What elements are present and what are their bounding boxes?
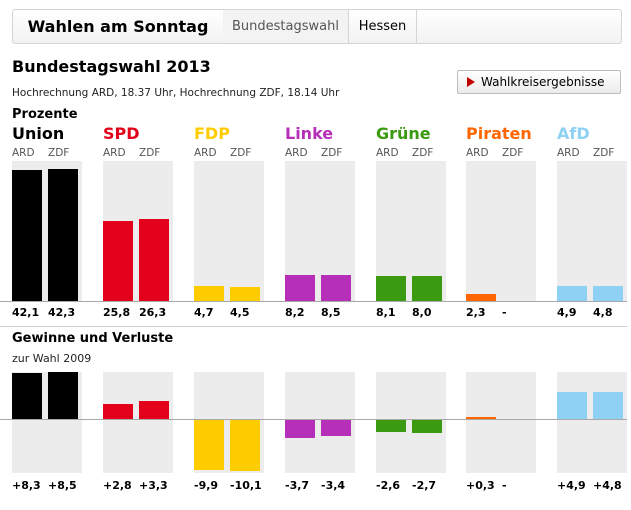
widget-title: Wahlen am Sonntag xyxy=(13,10,224,43)
delta-value-union-zdf: +8,5 xyxy=(48,479,77,492)
section-prozente-label: Prozente xyxy=(12,107,78,122)
source-label-ard: ARD xyxy=(12,147,35,159)
value-label-spd-zdf: 26,3 xyxy=(139,306,167,319)
tab-hessen[interactable]: Hessen xyxy=(349,10,417,43)
delta-value-piraten-zdf: - xyxy=(502,479,507,492)
delta-value-fdp-zdf: -10,1 xyxy=(230,479,262,492)
value-label-gruene-zdf: 8,0 xyxy=(412,306,432,319)
delta-bar-spd-zdf xyxy=(139,401,169,419)
column-background xyxy=(194,161,264,301)
delta-bar-union-zdf xyxy=(48,372,78,419)
section-divider xyxy=(0,326,627,327)
source-label-ard: ARD xyxy=(285,147,308,159)
delta-value-linke-ard: -3,7 xyxy=(285,479,310,492)
value-label-linke-ard: 8,2 xyxy=(285,306,305,319)
bar-piraten-ard xyxy=(466,294,496,301)
party-name-gruene: Grüne xyxy=(376,124,431,143)
value-label-gruene-ard: 8,1 xyxy=(376,306,396,319)
bar-linke-ard xyxy=(285,275,315,301)
zero-axis xyxy=(0,419,627,420)
party-name-fdp: FDP xyxy=(194,124,230,143)
party-name-piraten: Piraten xyxy=(466,124,532,143)
delta-value-piraten-ard: +0,3 xyxy=(466,479,495,492)
wahlkreisergebnisse-label: Wahlkreisergebnisse xyxy=(481,75,605,89)
value-label-piraten-zdf: - xyxy=(502,306,507,319)
source-label-zdf: ZDF xyxy=(321,147,343,159)
delta-bar-afd-zdf xyxy=(593,392,623,419)
value-label-union-ard: 42,1 xyxy=(12,306,40,319)
delta-value-gruene-ard: -2,6 xyxy=(376,479,401,492)
wahlkreisergebnisse-button[interactable]: Wahlkreisergebnisse xyxy=(457,70,621,94)
source-label-ard: ARD xyxy=(466,147,489,159)
column-background xyxy=(103,372,173,473)
source-label-ard: ARD xyxy=(376,147,399,159)
party-name-linke: Linke xyxy=(285,124,334,143)
source-label-zdf: ZDF xyxy=(230,147,252,159)
bar-union-zdf xyxy=(48,169,78,301)
source-label-zdf: ZDF xyxy=(48,147,70,159)
delta-value-fdp-ard: -9,9 xyxy=(194,479,219,492)
bar-afd-ard xyxy=(557,286,587,301)
baseline-axis xyxy=(0,301,627,302)
play-arrow-icon xyxy=(467,77,475,87)
value-label-piraten-ard: 2,3 xyxy=(466,306,486,319)
delta-bar-afd-ard xyxy=(557,392,587,419)
delta-bar-fdp-ard xyxy=(194,419,224,470)
bar-spd-zdf xyxy=(139,219,169,301)
delta-bar-linke-ard xyxy=(285,419,315,438)
projection-info: Hochrechnung ARD, 18.37 Uhr, Hochrechnun… xyxy=(12,87,340,99)
value-label-fdp-ard: 4,7 xyxy=(194,306,214,319)
party-name-spd: SPD xyxy=(103,124,140,143)
source-label-ard: ARD xyxy=(194,147,217,159)
bar-union-ard xyxy=(12,170,42,301)
bar-spd-ard xyxy=(103,221,133,301)
delta-value-union-ard: +8,3 xyxy=(12,479,41,492)
delta-bar-piraten-ard xyxy=(466,417,496,419)
bar-afd-zdf xyxy=(593,286,623,301)
value-label-spd-ard: 25,8 xyxy=(103,306,131,319)
delta-value-afd-zdf: +4,8 xyxy=(593,479,622,492)
column-background xyxy=(557,161,627,301)
source-label-ard: ARD xyxy=(557,147,580,159)
delta-bar-linke-zdf xyxy=(321,419,351,436)
column-background xyxy=(557,372,627,473)
bar-fdp-ard xyxy=(194,286,224,301)
delta-bar-gruene-ard xyxy=(376,419,406,432)
value-label-union-zdf: 42,3 xyxy=(48,306,76,319)
delta-bar-fdp-zdf xyxy=(230,419,260,471)
source-label-zdf: ZDF xyxy=(139,147,161,159)
section-gewinne-subtitle: zur Wahl 2009 xyxy=(12,352,92,365)
delta-value-linke-zdf: -3,4 xyxy=(321,479,346,492)
delta-value-gruene-zdf: -2,7 xyxy=(412,479,437,492)
value-label-afd-zdf: 4,8 xyxy=(593,306,613,319)
bar-gruene-ard xyxy=(376,276,406,301)
tab-bar: Wahlen am Sonntag Bundestagswahl Hessen xyxy=(12,9,622,44)
party-name-union: Union xyxy=(12,124,65,143)
column-background xyxy=(466,372,536,473)
value-label-fdp-zdf: 4,5 xyxy=(230,306,250,319)
tab-bundestagswahl[interactable]: Bundestagswahl xyxy=(223,10,349,43)
delta-bar-spd-ard xyxy=(103,404,133,419)
party-name-afd: AfD xyxy=(557,124,590,143)
value-label-afd-ard: 4,9 xyxy=(557,306,577,319)
source-label-ard: ARD xyxy=(103,147,126,159)
value-label-linke-zdf: 8,5 xyxy=(321,306,341,319)
column-background xyxy=(466,161,536,301)
delta-bar-gruene-zdf xyxy=(412,419,442,433)
delta-value-spd-ard: +2,8 xyxy=(103,479,132,492)
page-title: Bundestagswahl 2013 xyxy=(12,57,211,76)
section-gewinne-title: Gewinne und Verluste xyxy=(12,331,174,346)
source-label-zdf: ZDF xyxy=(412,147,434,159)
bar-linke-zdf xyxy=(321,275,351,301)
delta-value-spd-zdf: +3,3 xyxy=(139,479,168,492)
delta-value-afd-ard: +4,9 xyxy=(557,479,586,492)
delta-bar-union-ard xyxy=(12,373,42,419)
source-label-zdf: ZDF xyxy=(502,147,524,159)
source-label-zdf: ZDF xyxy=(593,147,615,159)
bar-gruene-zdf xyxy=(412,276,442,301)
bar-fdp-zdf xyxy=(230,287,260,301)
